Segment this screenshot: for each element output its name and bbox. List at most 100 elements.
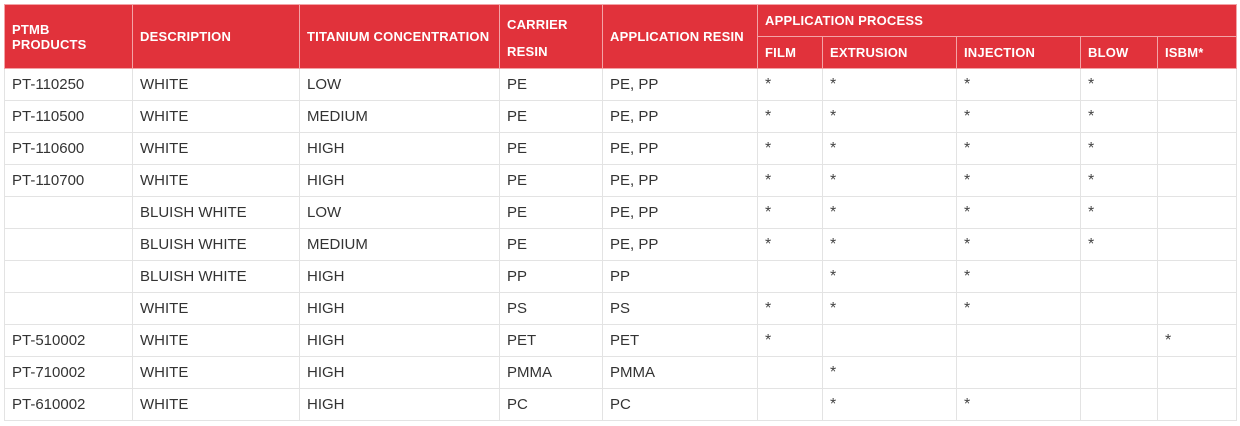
concentration-cell: MEDIUM xyxy=(299,228,500,261)
table-row: PT-710002 WHITE HIGH PMMA PMMA * xyxy=(4,356,1238,389)
product-cell: PT-610002 xyxy=(4,388,133,421)
header-ptmb-products: PTMB PRODUCTS xyxy=(4,4,133,69)
table-row: PT-510002 WHITE HIGH PET PET * * xyxy=(4,324,1238,357)
description-cell: WHITE xyxy=(132,68,300,101)
header-blow: BLOW xyxy=(1080,36,1158,69)
description-cell: WHITE xyxy=(132,132,300,165)
isbm-mark xyxy=(1156,100,1238,133)
description-cell: WHITE xyxy=(132,356,300,389)
application-resin-cell: PE, PP xyxy=(602,68,758,101)
blow-mark: * xyxy=(1080,132,1158,165)
application-resin-cell: PE, PP xyxy=(602,164,758,197)
header-carrier-resin: CARRIER RESIN xyxy=(499,4,603,69)
header-injection: INJECTION xyxy=(956,36,1081,69)
extrusion-mark: * xyxy=(822,132,957,165)
film-mark xyxy=(757,356,823,389)
injection-mark: * xyxy=(956,196,1081,229)
table-body: PT-110250 WHITE LOW PE PE, PP * * * * PT-110500 WH… xyxy=(4,68,1238,421)
blow-mark xyxy=(1080,356,1158,389)
film-mark: * xyxy=(757,196,823,229)
injection-mark: * xyxy=(956,292,1081,325)
carrier-resin-cell: PE xyxy=(499,68,603,101)
isbm-mark xyxy=(1156,356,1238,389)
extrusion-mark xyxy=(822,324,957,357)
product-cell: PT-110500 xyxy=(4,100,133,133)
header-application-process: APPLICATION PROCESS xyxy=(756,4,1238,37)
product-cell: PT-710002 xyxy=(4,356,133,389)
description-cell: WHITE xyxy=(132,388,300,421)
carrier-resin-cell: PMMA xyxy=(499,356,603,389)
carrier-resin-cell: PET xyxy=(499,324,603,357)
blow-mark: * xyxy=(1080,68,1158,101)
header-titanium-concentration: TITANIUM CONCENTRATION xyxy=(299,4,500,69)
isbm-mark xyxy=(1156,132,1238,165)
product-cell xyxy=(4,196,133,229)
header-carrier-line1: CARRIER xyxy=(507,16,568,32)
application-resin-cell: PS xyxy=(602,292,758,325)
carrier-resin-cell: PS xyxy=(499,292,603,325)
blow-mark: * xyxy=(1080,164,1158,197)
table-row: PT-110500 WHITE MEDIUM PE PE, PP * * * * xyxy=(4,100,1238,133)
isbm-mark xyxy=(1156,164,1238,197)
carrier-resin-cell: PC xyxy=(499,388,603,421)
carrier-resin-cell: PE xyxy=(499,196,603,229)
blow-mark xyxy=(1080,388,1158,421)
injection-mark: * xyxy=(956,68,1081,101)
product-cell xyxy=(4,260,133,293)
injection-mark: * xyxy=(956,228,1081,261)
table-row: WHITE HIGH PS PS * * * xyxy=(4,292,1238,325)
product-cell xyxy=(4,292,133,325)
description-cell: WHITE xyxy=(132,324,300,357)
film-mark: * xyxy=(757,132,823,165)
description-cell: BLUISH WHITE xyxy=(132,260,300,293)
application-resin-cell: PP xyxy=(602,260,758,293)
concentration-cell: HIGH xyxy=(299,164,500,197)
extrusion-mark: * xyxy=(822,68,957,101)
film-mark: * xyxy=(757,292,823,325)
extrusion-mark: * xyxy=(822,164,957,197)
carrier-resin-cell: PE xyxy=(499,228,603,261)
description-cell: WHITE xyxy=(132,292,300,325)
isbm-mark xyxy=(1156,228,1238,261)
application-resin-cell: PE, PP xyxy=(602,228,758,261)
table-row: BLUISH WHITE HIGH PP PP * * xyxy=(4,260,1238,293)
isbm-mark xyxy=(1156,196,1238,229)
isbm-mark: * xyxy=(1156,324,1238,357)
description-cell: BLUISH WHITE xyxy=(132,228,300,261)
product-cell: PT-510002 xyxy=(4,324,133,357)
injection-mark: * xyxy=(956,100,1081,133)
extrusion-mark: * xyxy=(822,388,957,421)
table-row: PT-110700 WHITE HIGH PE PE, PP * * * * xyxy=(4,164,1238,197)
table-row: PT-610002 WHITE HIGH PC PC * * xyxy=(4,388,1238,421)
carrier-resin-cell: PE xyxy=(499,132,603,165)
header-carrier-line2: RESIN xyxy=(507,43,548,59)
carrier-resin-cell: PE xyxy=(499,164,603,197)
carrier-resin-cell: PE xyxy=(499,100,603,133)
application-resin-cell: PE, PP xyxy=(602,100,758,133)
extrusion-mark: * xyxy=(822,292,957,325)
extrusion-mark: * xyxy=(822,228,957,261)
table-row: BLUISH WHITE MEDIUM PE PE, PP * * * * xyxy=(4,228,1238,261)
film-mark: * xyxy=(757,164,823,197)
film-mark: * xyxy=(757,324,823,357)
carrier-resin-cell: PP xyxy=(499,260,603,293)
film-mark xyxy=(757,388,823,421)
injection-mark: * xyxy=(956,260,1081,293)
blow-mark xyxy=(1080,292,1158,325)
concentration-cell: LOW xyxy=(299,196,500,229)
film-mark: * xyxy=(757,228,823,261)
extrusion-mark: * xyxy=(822,260,957,293)
concentration-cell: LOW xyxy=(299,68,500,101)
concentration-cell: HIGH xyxy=(299,132,500,165)
application-resin-cell: PE, PP xyxy=(602,132,758,165)
film-mark: * xyxy=(757,100,823,133)
extrusion-mark: * xyxy=(822,196,957,229)
product-cell: PT-110600 xyxy=(4,132,133,165)
blow-mark xyxy=(1080,260,1158,293)
application-resin-cell: PET xyxy=(602,324,758,357)
table-row: PT-110250 WHITE LOW PE PE, PP * * * * xyxy=(4,68,1238,101)
concentration-cell: HIGH xyxy=(299,292,500,325)
isbm-mark xyxy=(1156,260,1238,293)
film-mark xyxy=(757,260,823,293)
film-mark: * xyxy=(757,68,823,101)
